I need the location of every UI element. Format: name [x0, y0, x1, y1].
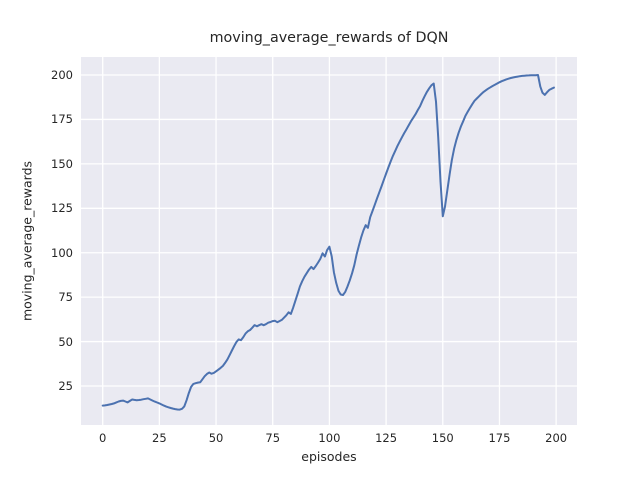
x-tick-label: 75: [265, 431, 281, 445]
y-tick-label: 175: [51, 112, 73, 127]
x-tick-label: 150: [431, 431, 454, 445]
y-axis-label: moving_average_rewards: [19, 160, 35, 322]
x-tick-label: 175: [488, 431, 511, 445]
plot-area: [81, 57, 577, 425]
x-tick-label: 0: [99, 431, 107, 445]
y-tick-label: 25: [58, 379, 73, 393]
y-tick-label: 100: [51, 245, 73, 260]
x-tick-label: 50: [208, 431, 224, 445]
y-tick-label: 150: [51, 156, 73, 171]
y-tick-label: 50: [58, 334, 73, 349]
x-axis-label: episodes: [301, 449, 357, 464]
chart-canvas: [81, 57, 577, 425]
y-tick-label: 75: [58, 290, 73, 305]
y-tick-label: 200: [51, 68, 73, 82]
chart-title: moving_average_rewards of DQN: [209, 30, 449, 46]
x-tick-label: 200: [545, 431, 568, 445]
x-tick-label: 125: [375, 431, 398, 445]
y-tick-label: 125: [51, 201, 73, 216]
x-tick-label: 25: [152, 431, 167, 445]
chart-line: [101, 74, 555, 411]
x-tick-label: 100: [318, 431, 341, 445]
